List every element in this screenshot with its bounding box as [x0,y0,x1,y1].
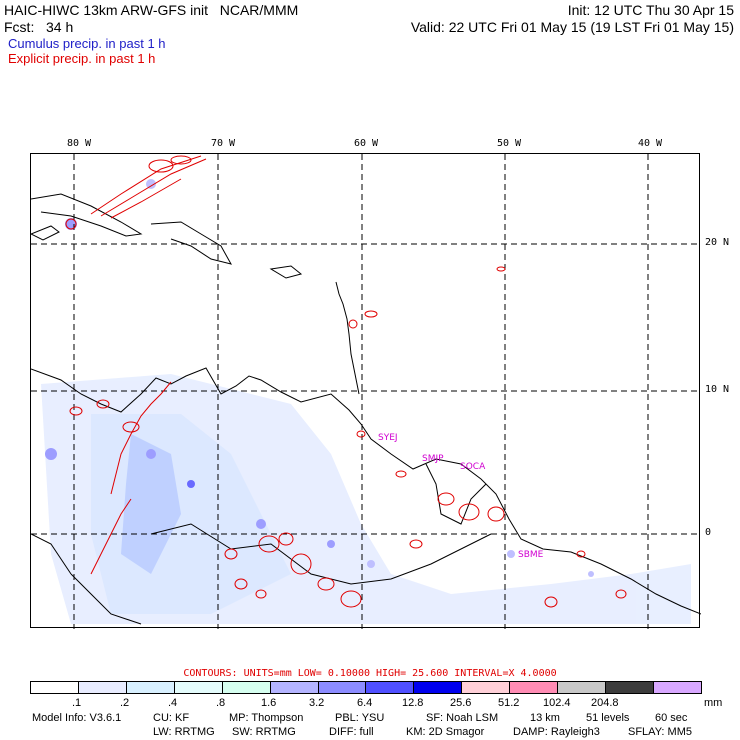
lat-label-20n: 20 N [705,237,730,248]
colorbar-tick: 6.4 [357,697,373,709]
colorbar-segment [318,682,367,693]
forecast-hour: Fcst: 34 h [4,19,74,35]
station-smjp: SMJP [422,454,444,464]
colorbar-units: mm [704,697,723,709]
colorbar [30,681,702,694]
explicit-precip-contours [65,155,627,608]
model-info-item: Model Info: V3.6.1 [32,712,122,724]
model-info-item: LW: RRTMG [153,726,215,738]
lon-label-40w: 40 W [638,138,663,149]
lon-label-50w: 50 W [497,138,522,149]
colorbar-segment [462,682,511,693]
colorbar-tick: 1.6 [261,697,277,709]
colorbar-segment [78,682,127,693]
model-info-item: CU: KF [153,712,190,724]
contours-info: CONTOURS: UNITS=mm LOW= 0.10000 HIGH= 25… [183,668,557,679]
precip-map: SYEJ SMJP SOCA SBME [29,153,702,629]
cumulus-precip-shading [41,179,691,624]
model-info-item: 51 levels [586,712,630,724]
colorbar-segment [270,682,319,693]
colorbar-tick: .1 [72,697,82,709]
colorbar-segment [510,682,559,693]
colorbar-tick: 51.2 [498,697,520,709]
colorbar-segment [174,682,223,693]
colorbar-segment [558,682,607,693]
model-info-item: 60 sec [655,712,688,724]
model-info-item: SW: RRTMG [232,726,296,738]
colorbar-segment [366,682,415,693]
colorbar-segment [653,682,701,693]
model-info-item: SF: Noah LSM [426,712,499,724]
station-soca: SOCA [460,462,486,472]
lat-label-0: 0 [705,527,712,538]
station-syej: SYEJ [378,433,398,443]
explicit-legend: Explicit precip. in past 1 h [8,51,156,66]
init-time: Init: 12 UTC Thu 30 Apr 15 [567,2,734,18]
lat-lon-grid [31,154,701,629]
colorbar-tick: .4 [168,697,178,709]
colorbar-tick: 3.2 [309,697,325,709]
colorbar-tick: 25.6 [450,697,472,709]
lon-label-60w: 60 W [354,138,379,149]
map-canvas: SYEJ SMJP SOCA SBME [29,154,702,629]
station-sbme: SBME [518,550,544,560]
colorbar-segment [126,682,175,693]
colorbar-segment [222,682,271,693]
cumulus-legend: Cumulus precip. in past 1 h [8,36,166,51]
colorbar-tick: 102.4 [543,697,571,709]
colorbar-tick: .2 [120,697,130,709]
model-info-item: MP: Thompson [229,712,304,724]
valid-time: Valid: 22 UTC Fri 01 May 15 (19 LST Fri … [410,19,734,35]
station-labels: SYEJ SMJP SOCA SBME [378,433,544,560]
model-info-item: DAMP: Rayleigh3 [513,726,600,738]
colorbar-segment [606,682,654,693]
lat-label-10n: 10 N [705,384,730,395]
model-info-item: 13 km [530,712,560,724]
model-info-item: DIFF: full [329,726,374,738]
model-info-item: PBL: YSU [335,712,385,724]
colorbar-segment [31,682,79,693]
lon-label-80w: 80 W [67,138,92,149]
colorbar-tick: 12.8 [402,697,424,709]
model-info-item: SFLAY: MM5 [628,726,692,738]
plot-title: HAIC-HIWC 13km ARW-GFS init NCAR/MMM [4,2,299,18]
colorbar-segment [414,682,463,693]
colorbar-tick: .8 [216,697,226,709]
lon-label-70w: 70 W [211,138,236,149]
colorbar-tick: 204.8 [591,697,619,709]
model-info-item: KM: 2D Smagor [406,726,485,738]
